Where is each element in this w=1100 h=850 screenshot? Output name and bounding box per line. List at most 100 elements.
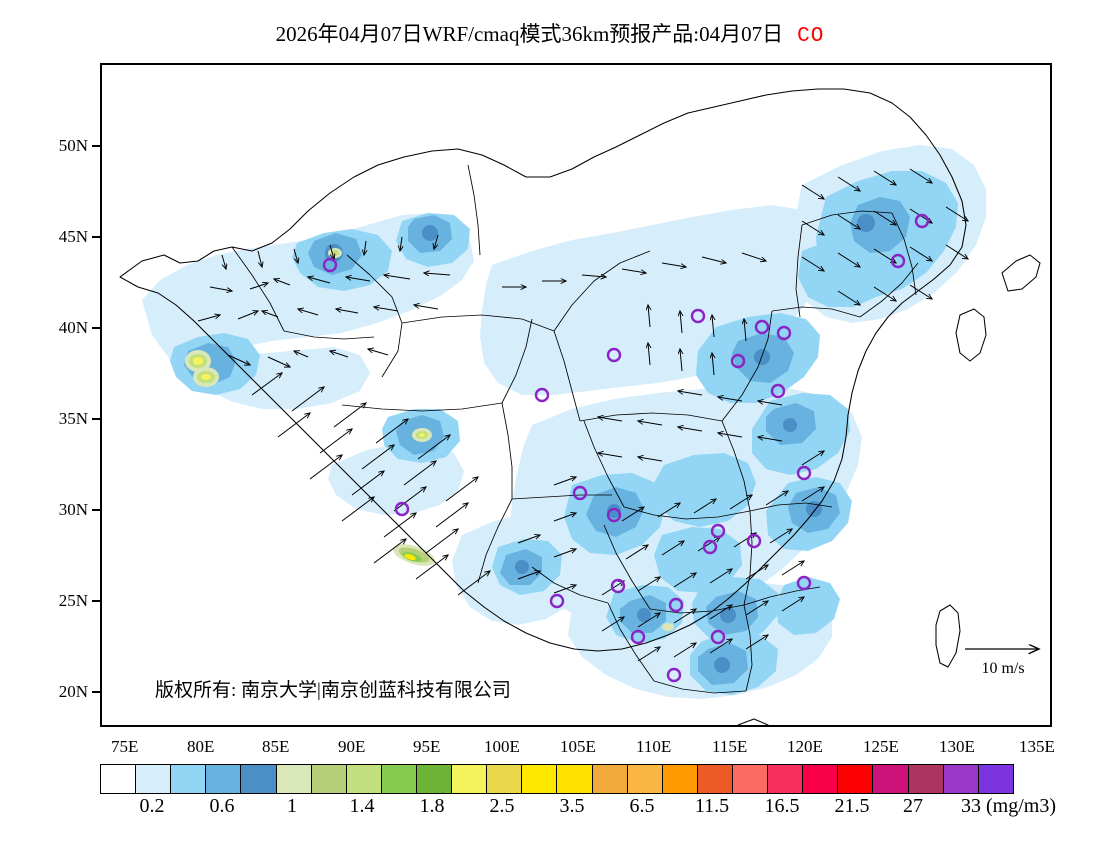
colorbar-cell bbox=[943, 765, 979, 793]
colorbar-cell bbox=[522, 765, 558, 793]
x-tick-125E: 125E bbox=[863, 737, 899, 756]
city-marker bbox=[730, 353, 746, 369]
colorbar-tick-3: 1.4 bbox=[349, 795, 375, 817]
x-tick-100E: 100E bbox=[484, 737, 520, 756]
city-marker-group[interactable] bbox=[322, 213, 930, 683]
page-title: 2026年04月07日WRF/cmaq模式36km预报产品:04月07日 CO bbox=[0, 18, 1100, 48]
y-tick-35N: 35N bbox=[58, 409, 88, 428]
city-marker bbox=[770, 383, 786, 399]
city-marker bbox=[606, 347, 622, 363]
x-tick-95E: 95E bbox=[413, 737, 441, 756]
city-marker bbox=[549, 593, 565, 609]
y-tick-30N: 30N bbox=[58, 500, 88, 519]
city-marker bbox=[746, 533, 762, 549]
colorbar-unit-label: (mg/m3) bbox=[986, 795, 1056, 817]
colorbar-cell bbox=[136, 765, 172, 793]
x-tick-75E: 75E bbox=[111, 737, 139, 756]
city-marker bbox=[534, 387, 550, 403]
colorbar-tick-11: 27 bbox=[903, 795, 923, 817]
x-tick-90E: 90E bbox=[338, 737, 366, 756]
colorbar-tick-5: 2.5 bbox=[489, 795, 515, 817]
colorbar-cell bbox=[557, 765, 593, 793]
city-marker bbox=[572, 485, 588, 501]
colorbar-cell bbox=[311, 765, 347, 793]
colorbar-tick-7: 6.5 bbox=[629, 795, 655, 817]
y-tick-45N: 45N bbox=[58, 227, 88, 246]
y-tick-50N: 50N bbox=[58, 136, 88, 155]
city-marker bbox=[630, 629, 646, 645]
city-marker bbox=[754, 319, 770, 335]
colorbar-tick-10: 21.5 bbox=[834, 795, 870, 817]
city-marker bbox=[914, 213, 930, 229]
y-tick-mark bbox=[92, 418, 100, 420]
wind-arrow-icon bbox=[965, 636, 1051, 660]
y-tick-25N: 25N bbox=[58, 591, 88, 610]
colorbar-cell bbox=[101, 765, 137, 793]
city-marker bbox=[610, 578, 626, 594]
wind-scale-legend: 10 m/s bbox=[955, 636, 1051, 686]
colorbar-cell bbox=[241, 765, 277, 793]
colorbar-cell bbox=[627, 765, 663, 793]
city-marker bbox=[710, 629, 726, 645]
colorbar-cell bbox=[908, 765, 944, 793]
x-tick-80E: 80E bbox=[187, 737, 215, 756]
x-tick-105E: 105E bbox=[560, 737, 596, 756]
city-marker bbox=[702, 539, 718, 555]
map-boundaries bbox=[119, 88, 1041, 725]
y-tick-mark bbox=[92, 509, 100, 511]
y-tick-20N: 20N bbox=[58, 682, 88, 701]
colorbar-cell bbox=[171, 765, 207, 793]
colorbar-cell bbox=[452, 765, 488, 793]
city-marker bbox=[668, 597, 684, 613]
x-tick-110E: 110E bbox=[636, 737, 672, 756]
y-tick-mark bbox=[92, 145, 100, 147]
colorbar-tick-8: 11.5 bbox=[694, 795, 730, 817]
colorbar-cell bbox=[697, 765, 733, 793]
colorbar-tick-4: 1.8 bbox=[419, 795, 445, 817]
colorbar-cell bbox=[978, 765, 1013, 793]
map-plot-area[interactable] bbox=[100, 63, 1052, 727]
city-marker bbox=[710, 523, 726, 539]
city-marker bbox=[890, 253, 906, 269]
x-tick-135E: 135E bbox=[1019, 737, 1055, 756]
y-tick-mark bbox=[92, 600, 100, 602]
city-marker bbox=[796, 465, 812, 481]
colorbar-tick-12: 33 bbox=[961, 795, 981, 817]
x-tick-120E: 120E bbox=[787, 737, 823, 756]
city-marker bbox=[796, 575, 812, 591]
city-marker bbox=[394, 501, 410, 517]
title-text: 2026年04月07日WRF/cmaq模式36km预报产品:04月07日 bbox=[275, 22, 784, 46]
x-tick-85E: 85E bbox=[262, 737, 290, 756]
colorbar-label-row: 0.2 0.6 1 1.4 1.8 2.5 3.5 6.5 11.5 16.5 … bbox=[0, 795, 1100, 825]
city-marker bbox=[606, 507, 622, 523]
colorbar-cell bbox=[873, 765, 909, 793]
colorbar-cell bbox=[838, 765, 874, 793]
title-species-label: CO bbox=[797, 25, 825, 48]
copyright-text: 版权所有: 南京大学|南京创蓝科技有限公司 bbox=[155, 680, 511, 701]
city-marker bbox=[776, 325, 792, 341]
colorbar-cell bbox=[276, 765, 312, 793]
city-marker bbox=[690, 308, 706, 324]
colorbar-cell bbox=[487, 765, 523, 793]
colorbar-tick-0: 0.2 bbox=[139, 795, 165, 817]
colorbar-cell bbox=[662, 765, 698, 793]
colorbar[interactable] bbox=[100, 764, 1014, 794]
colorbar-tick-9: 16.5 bbox=[764, 795, 800, 817]
colorbar-cell bbox=[206, 765, 242, 793]
colorbar-tick-6: 3.5 bbox=[559, 795, 585, 817]
map-canvas bbox=[119, 88, 1041, 725]
city-marker bbox=[322, 257, 338, 273]
x-tick-130E: 130E bbox=[939, 737, 975, 756]
wind-vector-field bbox=[197, 168, 968, 662]
colorbar-cell bbox=[732, 765, 769, 793]
colorbar-tick-2: 1 bbox=[287, 795, 297, 817]
concentration-field bbox=[142, 145, 986, 699]
y-tick-mark bbox=[92, 327, 100, 329]
colorbar-cell bbox=[768, 765, 804, 793]
y-tick-mark bbox=[92, 691, 100, 693]
y-tick-mark bbox=[92, 236, 100, 238]
city-marker bbox=[666, 667, 682, 683]
colorbar-cell bbox=[803, 765, 839, 793]
x-tick-115E: 115E bbox=[712, 737, 748, 756]
